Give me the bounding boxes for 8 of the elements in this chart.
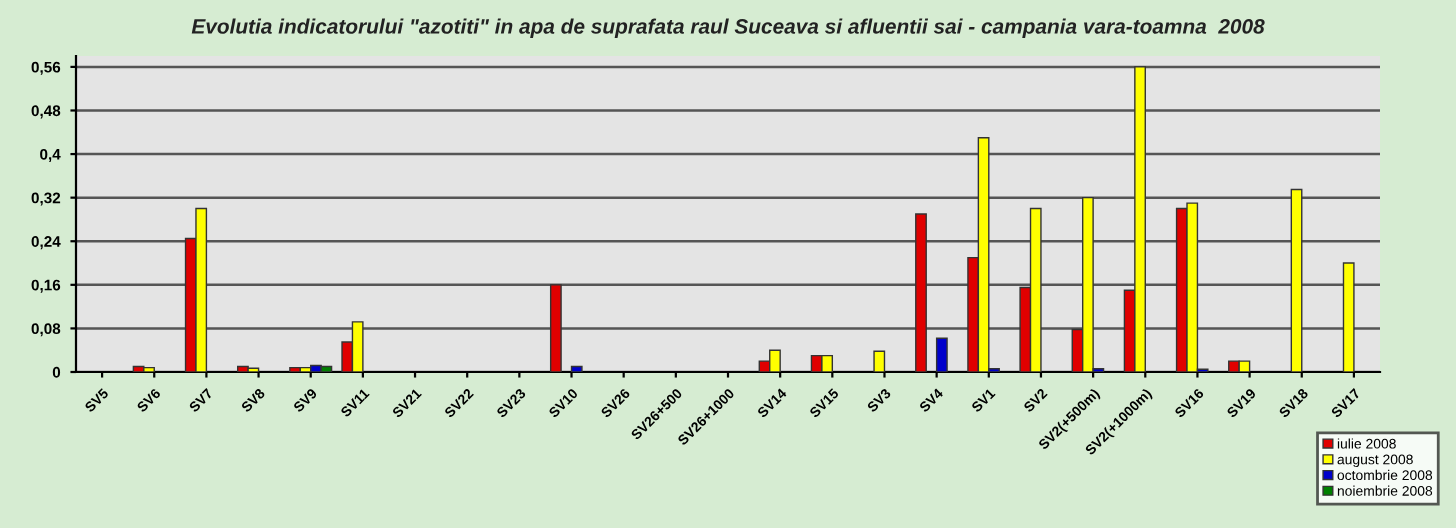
chart-title: Evolutia indicatorului "azotiti" in apa de suprafata raul Suceava si afluentii sai - campania vara-toamna 2008 [191, 18, 1265, 38]
bar [549, 284, 562, 372]
bar [570, 365, 583, 372]
bar [915, 213, 927, 372]
bar [1290, 188, 1303, 372]
bar [935, 337, 948, 372]
bar [1342, 262, 1355, 372]
bar [873, 350, 886, 372]
